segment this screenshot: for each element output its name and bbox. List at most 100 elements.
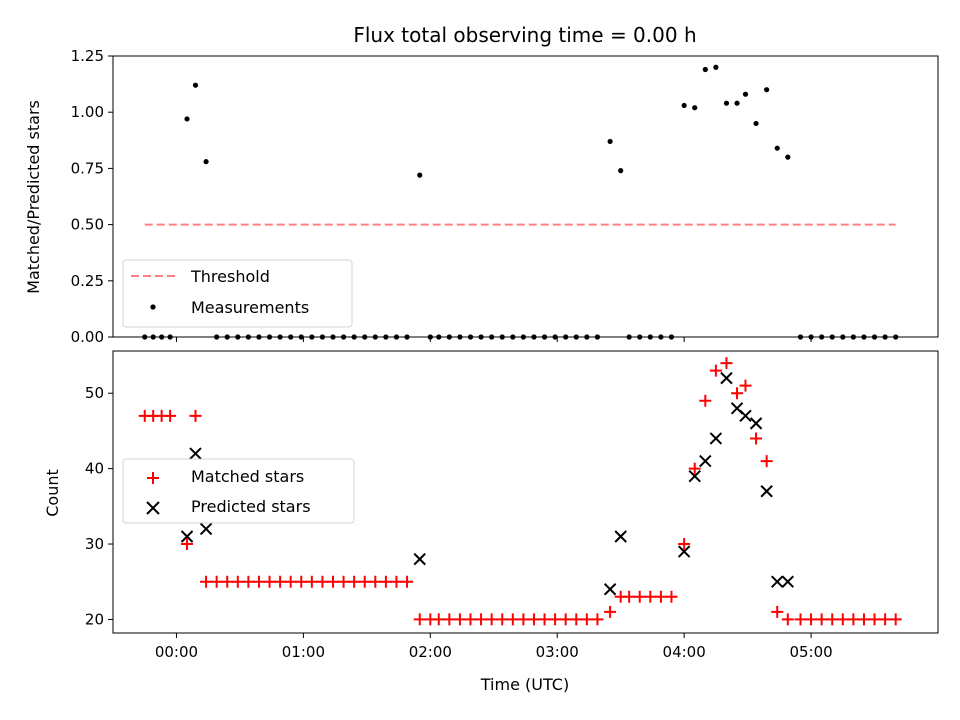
bottom-y-axis-label: Count	[43, 469, 62, 517]
bottom-panel: Count Time (UTC) 20 30 40 50 00:00 01:00 02:00…	[43, 350, 939, 694]
predicted-point	[614, 530, 627, 543]
top-y-tick-label: 0.25	[71, 272, 104, 290]
predicted-point	[677, 545, 691, 558]
matched-point	[688, 462, 701, 475]
predicted-point	[709, 432, 723, 445]
matched-point	[591, 613, 604, 626]
top-y-tick-label: 1.25	[71, 47, 104, 65]
legend-matched-label: Matched stars	[191, 467, 304, 486]
matched-point	[485, 613, 498, 626]
x-tick-label: 01:00	[282, 643, 325, 661]
bottom-y-tick-label: 30	[85, 535, 104, 553]
matched-point	[654, 590, 667, 603]
matched-point	[623, 590, 636, 603]
predicted-point	[189, 447, 202, 460]
matched-point	[348, 575, 361, 588]
matched-point	[189, 409, 202, 422]
measurement-point	[692, 105, 698, 111]
measurement-point	[742, 91, 749, 97]
matched-point	[475, 613, 488, 626]
top-y-tick-label: 0.00	[71, 328, 104, 346]
matched-point	[739, 379, 752, 392]
bottom-legend: Matched stars Predicted stars	[122, 458, 355, 524]
matched-point	[274, 575, 287, 588]
legend-measurements-label: Measurements	[191, 298, 309, 317]
predicted-point	[781, 575, 795, 588]
top-y-axis-label: Matched/Predicted stars	[24, 100, 43, 294]
matched-point	[847, 613, 860, 626]
bottom-plot-frame	[112, 350, 939, 634]
matched-point	[794, 613, 807, 626]
matched-point	[200, 575, 213, 588]
matched-point	[210, 575, 223, 588]
x-axis-label: Time (UTC)	[480, 675, 569, 694]
measurement-point	[184, 116, 190, 122]
matched-point	[781, 613, 794, 626]
matched-point	[633, 590, 646, 603]
bottom-legend-box	[122, 458, 355, 524]
matched-point	[805, 613, 818, 626]
legend-matched-swatch	[147, 472, 159, 484]
x-tick-label: 00:00	[155, 643, 198, 661]
matched-point	[559, 613, 572, 626]
matched-point	[868, 613, 881, 626]
matched-point	[857, 613, 870, 626]
predicted-point	[760, 485, 773, 498]
matched-point	[231, 575, 244, 588]
x-tick-label: 02:00	[409, 643, 452, 661]
predicted-point	[180, 530, 194, 543]
measurement-point	[192, 82, 199, 88]
measurement-point	[785, 154, 791, 160]
measurement-point	[723, 100, 730, 106]
measurement-point	[203, 159, 209, 165]
x-tick-label: 03:00	[536, 643, 579, 661]
matched-point	[252, 575, 265, 588]
matched-point	[390, 575, 403, 588]
matched-point	[549, 613, 562, 626]
matched-point	[678, 538, 691, 551]
predicted-point	[771, 575, 784, 588]
measurement-point	[713, 64, 719, 70]
legend-predicted-label: Predicted stars	[191, 497, 311, 516]
legend-predicted-swatch	[146, 501, 160, 515]
measurement-point	[734, 100, 740, 106]
matched-point	[221, 575, 234, 588]
x-tick-label: 04:00	[663, 643, 706, 661]
matched-point	[527, 613, 540, 626]
matched-point	[771, 605, 784, 618]
matched-point	[284, 575, 297, 588]
matched-point	[604, 605, 617, 618]
matched-point	[644, 590, 657, 603]
top-legend-box	[122, 259, 353, 328]
predicted-point	[603, 583, 617, 596]
measurement-point	[607, 138, 613, 145]
matched-point	[242, 575, 255, 588]
matched-point	[826, 613, 839, 626]
matched-point	[305, 575, 318, 588]
top-y-tick-label: 0.50	[71, 216, 104, 234]
legend-measurements-swatch	[150, 304, 156, 310]
matched-point	[181, 538, 194, 551]
top-panel: Matched/Predicted stars 0.00 0.25 0.50 0.75…	[24, 47, 939, 346]
predicted-point	[699, 454, 712, 468]
matched-point	[295, 575, 308, 588]
legend-threshold-label: Threshold	[190, 267, 270, 286]
matched-point	[413, 613, 426, 626]
matched-point	[889, 613, 902, 626]
predicted-point	[739, 409, 752, 423]
predicted-point	[413, 552, 426, 566]
matched-point	[432, 613, 445, 626]
matched-point	[506, 613, 519, 626]
top-plot-frame	[112, 55, 939, 338]
matched-point	[580, 613, 593, 626]
matched-point	[699, 394, 712, 407]
matched-point	[401, 575, 414, 588]
matched-point	[358, 575, 371, 588]
matched-point	[443, 613, 456, 626]
bottom-y-tick-label: 50	[85, 384, 104, 402]
predicted-point	[688, 469, 701, 483]
matched-point	[731, 387, 744, 400]
matched-point	[379, 575, 392, 588]
measurement-point	[774, 145, 780, 151]
